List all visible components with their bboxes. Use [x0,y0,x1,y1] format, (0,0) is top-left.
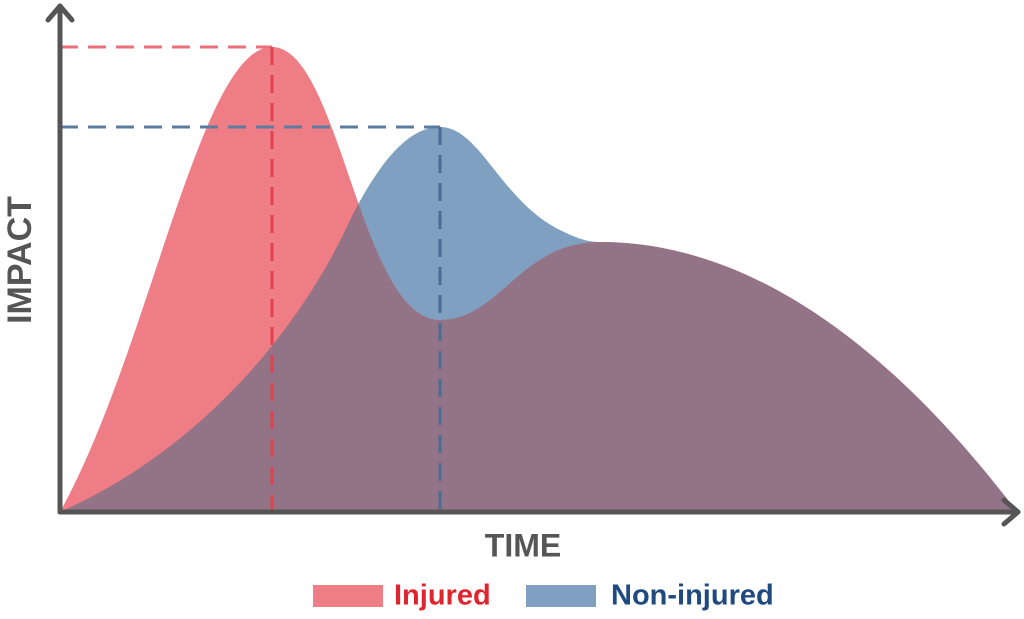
legend-swatch [313,585,383,607]
y-axis-label: IMPACT [1,196,39,324]
x-axis-arrow [1001,497,1021,527]
legend-label: Injured [394,580,491,612]
x-axis-label: TIME [485,527,561,563]
y-axis-arrow [45,3,75,23]
guide-lines [60,45,442,512]
legend-label: Non-injured [611,580,774,612]
legend-swatch [526,585,596,607]
